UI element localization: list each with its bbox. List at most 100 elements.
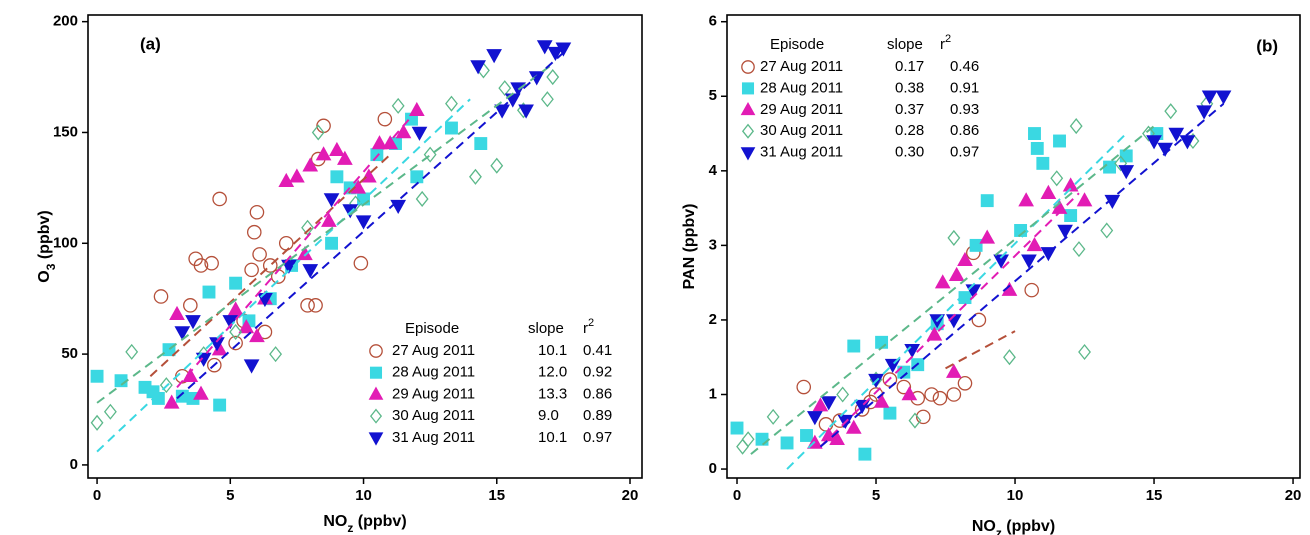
marker (1168, 127, 1185, 142)
panel-label: (a) (140, 34, 161, 53)
marker (498, 80, 512, 97)
marker (212, 191, 227, 207)
marker (845, 419, 862, 434)
legend-r2: 0.46 (950, 58, 979, 75)
marker (243, 359, 260, 374)
x-tick-label: 5 (226, 487, 234, 504)
marker (1064, 209, 1078, 223)
y-tick-label: 1 (709, 385, 717, 402)
marker (730, 421, 744, 435)
marker (411, 126, 428, 141)
marker (213, 398, 227, 412)
legend-header-r: r (940, 36, 945, 53)
marker (1215, 90, 1232, 105)
marker (159, 377, 173, 394)
marker (1164, 103, 1178, 120)
legend-label: 28 Aug 2011 (760, 79, 843, 96)
marker (395, 124, 412, 139)
marker (969, 238, 983, 252)
legend-r2: 0.92 (583, 364, 612, 381)
legend-label: 27 Aug 2011 (760, 58, 843, 75)
marker (355, 215, 372, 230)
legend-marker (741, 60, 755, 74)
y-tick-label: 150 (53, 123, 78, 140)
legend-header: r2 (940, 33, 951, 53)
marker (249, 327, 265, 343)
marker (183, 298, 198, 313)
legend-r2: 0.89 (583, 407, 612, 424)
y-tick-label: 2 (709, 311, 717, 328)
legend-slope: 0.17 (895, 58, 924, 75)
marker (847, 339, 861, 353)
marker (755, 432, 769, 446)
ylabel-rest: (ppbv) (681, 204, 698, 257)
legend-slope: 12.0 (538, 364, 567, 381)
marker (193, 258, 209, 273)
marker (302, 264, 319, 279)
marker (353, 255, 369, 271)
marker (390, 199, 407, 214)
xlabel-sub: z (347, 521, 353, 535)
marker (1062, 177, 1079, 192)
legend-header-r: r (583, 320, 588, 337)
marker (924, 387, 939, 402)
marker (1050, 170, 1064, 187)
legend-marker (740, 101, 756, 116)
marker (780, 436, 794, 450)
marker (915, 409, 931, 425)
marker (1030, 142, 1044, 155)
marker (469, 168, 482, 185)
marker (1103, 160, 1117, 174)
marker (736, 438, 750, 455)
marker (948, 266, 965, 281)
marker (1053, 134, 1066, 148)
ylabel-main: PAN (681, 257, 698, 290)
legend-marker (368, 432, 384, 446)
marker (207, 357, 222, 373)
marker (445, 121, 458, 135)
marker (163, 394, 180, 409)
legend-label: 30 Aug 2011 (760, 122, 843, 139)
ylabel: O3 (ppbv) (36, 210, 58, 282)
marker (875, 335, 889, 349)
marker (323, 193, 340, 208)
marker (1118, 165, 1135, 180)
legend-r2: 0.86 (583, 385, 612, 402)
marker (1014, 224, 1028, 237)
panel-label: (b) (1256, 36, 1278, 55)
marker (278, 172, 295, 187)
legend-header: Episode (405, 320, 459, 337)
fit-line (96, 65, 551, 404)
marker (1069, 118, 1083, 135)
xlabel-rest: (ppbv) (1002, 518, 1055, 535)
legend-r2: 0.91 (950, 79, 979, 96)
marker (829, 430, 845, 445)
marker (1026, 237, 1043, 252)
marker (325, 236, 339, 250)
marker (415, 190, 429, 207)
marker (800, 429, 813, 442)
marker (807, 411, 823, 426)
marker (229, 276, 243, 290)
marker (337, 150, 353, 165)
marker (873, 393, 890, 408)
marker (300, 298, 315, 313)
ylabel: PAN (ppbv) (681, 204, 698, 290)
legend-label: 29 Aug 2011 (392, 385, 475, 402)
marker (796, 379, 812, 395)
marker (884, 358, 901, 374)
marker (901, 386, 918, 401)
x-tick-label: 5 (872, 487, 880, 504)
y-tick-label: 3 (709, 236, 717, 253)
fit-line (176, 51, 565, 400)
legend-r2: 0.97 (950, 144, 979, 161)
marker (1040, 184, 1057, 199)
marker (329, 141, 345, 156)
marker (162, 343, 176, 357)
marker (979, 229, 996, 244)
marker (932, 390, 948, 406)
marker (281, 259, 297, 274)
marker (321, 212, 337, 227)
marker (547, 46, 564, 62)
marker (202, 285, 216, 299)
